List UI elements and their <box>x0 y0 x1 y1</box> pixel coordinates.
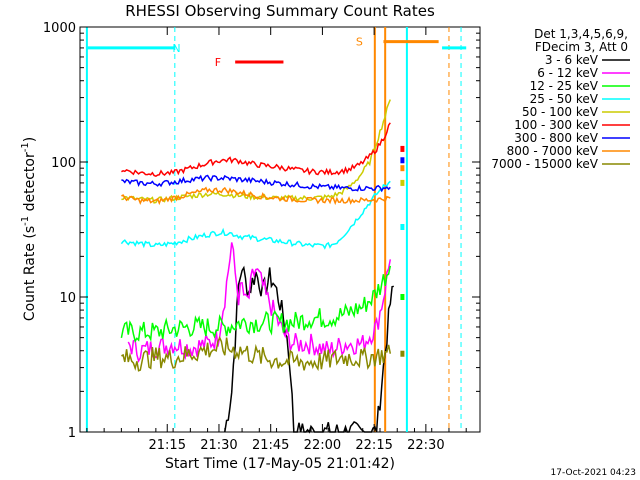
series-line-1 <box>127 242 392 363</box>
x-tick-label-0: 21:15 <box>149 438 186 453</box>
y-tick-label-3: 1000 <box>43 21 76 36</box>
x-tick-label-4: 22:15 <box>355 438 392 453</box>
legend-label-4: 50 - 100 keV <box>522 105 599 119</box>
right-point-4 <box>400 224 405 231</box>
series-line-2 <box>120 265 392 343</box>
legend-label-5: 100 - 300 keV <box>514 118 598 132</box>
right-point-6 <box>400 350 405 357</box>
y-tick-label-1: 10 <box>59 291 76 306</box>
band-label-f: F <box>215 56 221 69</box>
x-tick-label-1: 21:30 <box>200 438 237 453</box>
right-point-1 <box>400 157 405 164</box>
x-axis-label: Start Time (17-May-05 21:01:42) <box>165 456 395 472</box>
right-point-3 <box>400 179 405 186</box>
footer-timestamp: 17-Oct-2021 04:23 <box>551 468 636 478</box>
legend-label-8: 7000 - 15000 keV <box>491 157 598 171</box>
plot-frame <box>79 26 481 433</box>
legend-label-0: 3 - 6 keV <box>545 53 599 67</box>
legend-label-7: 800 - 7000 keV <box>507 144 599 158</box>
y-axis-label-part-2: -1 <box>20 216 31 226</box>
legend-header-2: FDecim 3, Att 0 <box>535 40 628 54</box>
axis-ticks: 1 10 100 1000 21:15 21:30 21:45 22:00 22:15 22:30 <box>43 21 480 453</box>
series-line-0 <box>224 265 394 434</box>
y-axis-label-part-3: detector <box>22 152 38 216</box>
band-label-s: S <box>356 36 363 49</box>
legend-label-6: 300 - 800 keV <box>514 131 598 145</box>
series-line-3 <box>120 180 391 250</box>
band-label-n: N <box>172 42 180 55</box>
series-line-8 <box>121 336 392 372</box>
legend-header-1: Det 1,3,4,5,6,9, <box>534 27 628 41</box>
legend-label-1: 6 - 12 keV <box>537 66 599 80</box>
y-axis-label-part-1: Count Rate (s <box>22 226 38 321</box>
series-line-6 <box>121 174 391 193</box>
chart-title: RHESSI Observing Summary Count Rates <box>125 2 435 20</box>
series-line-5 <box>121 122 391 178</box>
series-lines <box>120 99 405 434</box>
y-tick-label-0: 1 <box>68 426 76 441</box>
right-point-0 <box>400 145 405 152</box>
x-tick-label-5: 22:30 <box>407 438 444 453</box>
y-tick-label-2: 100 <box>51 156 76 171</box>
x-tick-label-3: 22:00 <box>304 438 341 453</box>
series-line-7 <box>121 186 391 206</box>
y-axis-label: Count Rate (s-1 detector-1) <box>20 137 38 321</box>
legend: Det 1,3,4,5,6,9, FDecim 3, Att 0 3 - 6 k… <box>491 27 630 171</box>
x-tick-label-2: 21:45 <box>252 438 289 453</box>
right-point-2 <box>400 165 405 172</box>
right-point-5 <box>400 294 405 300</box>
vertical-marker-lines <box>85 27 462 432</box>
y-axis-label-part-4: -1 <box>20 142 31 152</box>
observing-bands: N F S <box>86 36 467 69</box>
legend-label-3: 25 - 50 keV <box>530 92 599 106</box>
y-axis-label-part-5: ) <box>22 137 38 142</box>
legend-label-2: 12 - 25 keV <box>530 79 599 93</box>
